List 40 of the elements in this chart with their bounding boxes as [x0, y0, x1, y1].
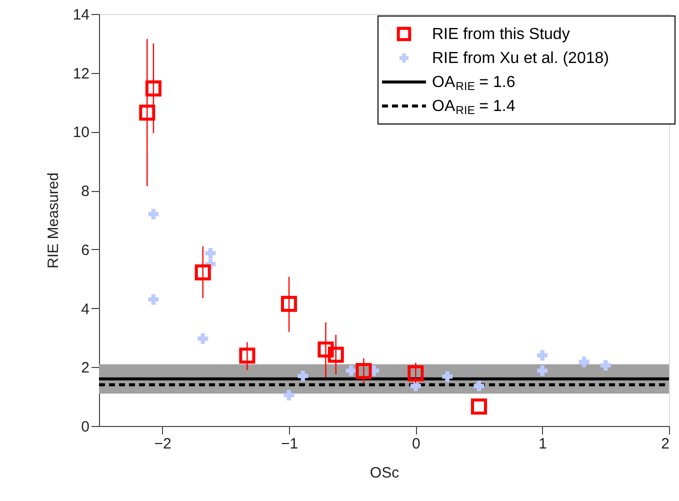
point: [284, 390, 294, 400]
x-tick-label: 1: [538, 436, 548, 452]
point: [470, 398, 488, 415]
point: [408, 365, 424, 382]
point: [537, 350, 548, 361]
point: [239, 348, 256, 364]
point: [600, 360, 611, 371]
point: [328, 346, 344, 363]
x-axis-title: OSc: [370, 464, 400, 482]
y-tick-label: 8: [81, 183, 90, 200]
x-tick-label: 2: [661, 436, 670, 452]
point: [280, 296, 298, 312]
point: [148, 294, 159, 305]
point: [198, 333, 208, 344]
point: [537, 365, 548, 376]
point: [356, 362, 372, 379]
x-tick-label: −1: [280, 436, 298, 452]
y-axis-title: RIE Measured: [44, 172, 62, 268]
x-tick-label: −2: [154, 436, 172, 452]
x-tick-label: 0: [412, 436, 420, 452]
y-tick-label: 0: [81, 418, 90, 436]
point: [318, 341, 334, 358]
point: [346, 365, 356, 376]
y-tick-label: 14: [72, 6, 90, 24]
y-tick-label: 10: [72, 124, 90, 142]
y-tick-label: 4: [81, 300, 90, 318]
y-tick-label: 6: [81, 242, 90, 259]
point: [578, 356, 590, 368]
legend-label: RIE from this Study: [432, 26, 570, 43]
point: [194, 264, 211, 280]
point: [474, 380, 484, 392]
y-tick-label: 2: [81, 360, 90, 377]
y-tick-label: 12: [72, 65, 90, 82]
point: [148, 208, 159, 220]
point: [298, 370, 308, 382]
point: [442, 371, 453, 382]
point: [139, 104, 156, 121]
legend-label: RIE from Xu et al. (2018): [432, 50, 609, 67]
point: [145, 80, 162, 96]
point: [205, 248, 216, 258]
